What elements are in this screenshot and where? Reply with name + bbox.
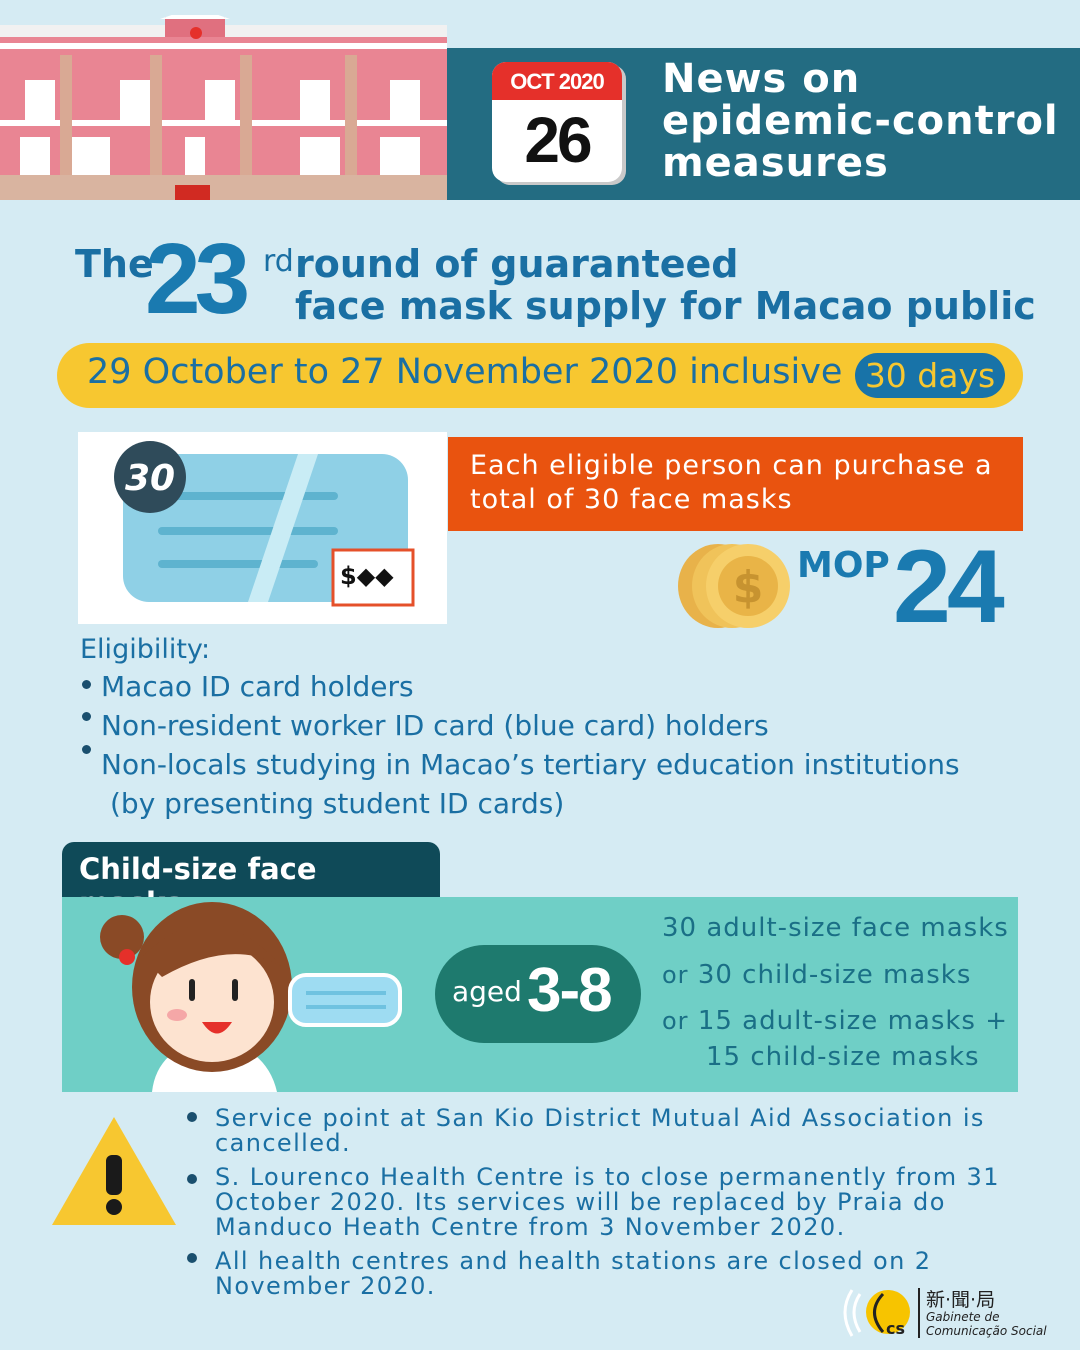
headline-line2: face mask supply for Macao public bbox=[295, 284, 1036, 328]
bullet-icon bbox=[82, 680, 91, 689]
calendar-icon: OCT 2020 26 bbox=[492, 62, 622, 182]
title-line: News on bbox=[662, 56, 861, 102]
gcs-logo: cs 新·聞·局 Gabinete de Comunicação Social bbox=[843, 1288, 1047, 1338]
purchase-info: Each eligible person can purchase a tota… bbox=[448, 437, 1023, 531]
bullet-icon bbox=[187, 1174, 197, 1184]
svg-text:新·聞·局: 新·聞·局 bbox=[926, 1289, 995, 1311]
svg-text:Comunicação Social: Comunicação Social bbox=[926, 1324, 1047, 1338]
currency-label: MOP bbox=[797, 545, 890, 586]
mask-option: or 30 child-size masks bbox=[662, 960, 971, 990]
notice-item: S. Lourenco Health Centre is to close pe… bbox=[215, 1163, 1000, 1241]
option-text: 15 adult-size masks + bbox=[697, 1006, 1009, 1036]
eligibility-note: (by presenting student ID cards) bbox=[110, 787, 565, 820]
notice-item: All health centres and health stations a… bbox=[215, 1247, 932, 1300]
mask-pack-illustration: $◆◆ 30 bbox=[78, 432, 447, 624]
mask-option: 15 child-size masks bbox=[706, 1042, 980, 1072]
mask-option: 30 adult-size face masks bbox=[662, 913, 1009, 943]
coins-icon: $ bbox=[678, 544, 790, 628]
option-text: 30 child-size masks bbox=[697, 960, 972, 990]
notice-item: Service point at San Kio District Mutual… bbox=[215, 1104, 985, 1157]
age-range: 3-8 bbox=[527, 956, 613, 1025]
option-text: 30 adult-size face masks bbox=[662, 913, 1009, 943]
option-or: or bbox=[662, 1007, 689, 1035]
title-line: epidemic-control bbox=[662, 98, 1059, 144]
price-value: 24 bbox=[893, 529, 1005, 645]
building-illustration bbox=[0, 15, 447, 200]
option-or: or bbox=[662, 961, 689, 989]
child-illustration bbox=[100, 902, 402, 1092]
round-number: 23 bbox=[145, 223, 250, 335]
svg-text:$◆◆: $◆◆ bbox=[340, 562, 394, 590]
eligibility-item: Non-locals studying in Macao’s tertiary … bbox=[101, 748, 960, 781]
child-section-tab: Child-size face masks bbox=[62, 842, 440, 920]
age-badge: aged 3-8 bbox=[435, 945, 641, 1043]
headline-prefix: The bbox=[75, 242, 154, 286]
bullet-icon bbox=[187, 1112, 197, 1122]
option-text: 15 child-size masks bbox=[706, 1042, 980, 1072]
bullet-icon bbox=[187, 1253, 197, 1263]
period-dates: 29 October to 27 November 2020 inclusive bbox=[87, 352, 843, 392]
calendar-day: 26 bbox=[524, 104, 592, 176]
eligibility-label: Eligibility: bbox=[80, 634, 211, 665]
warning-icon bbox=[52, 1117, 176, 1225]
page-title: News on epidemic-control measures bbox=[662, 58, 1059, 184]
headline-line1: round of guaranteed bbox=[295, 242, 739, 286]
ordinal-suffix: rd bbox=[263, 244, 294, 279]
eligibility-item: Macao ID card holders bbox=[101, 670, 414, 703]
bullet-icon bbox=[82, 712, 91, 721]
mask-option: or 15 adult-size masks + bbox=[662, 1006, 1008, 1036]
aged-label: aged bbox=[452, 975, 522, 1008]
calendar-month: OCT 2020 bbox=[492, 62, 622, 100]
duration-badge: 30 days bbox=[855, 353, 1005, 398]
bullet-icon bbox=[82, 745, 91, 754]
title-line: measures bbox=[662, 140, 889, 186]
svg-text:$: $ bbox=[733, 562, 764, 613]
pack-count-badge: 30 bbox=[125, 458, 175, 499]
svg-text:cs: cs bbox=[886, 1319, 905, 1338]
eligibility-item: Non-resident worker ID card (blue card) … bbox=[101, 709, 769, 742]
period-banner: 29 October to 27 November 2020 inclusive… bbox=[57, 343, 1023, 408]
svg-text:Gabinete de: Gabinete de bbox=[926, 1310, 1000, 1324]
